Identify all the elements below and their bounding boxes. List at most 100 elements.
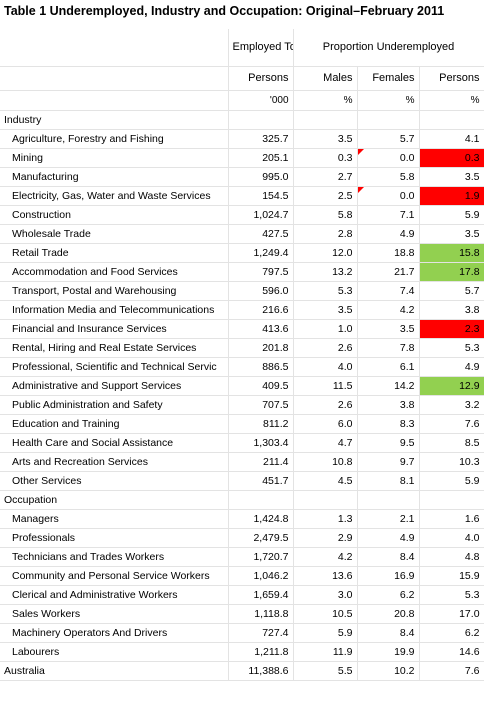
row-label: Education and Training [0,414,229,434]
table-row: Labourers 1,211.8 11.9 19.9 14.6 [0,642,484,662]
persons-cell: 17.0 [419,604,484,624]
females-cell: 20.8 [357,604,420,624]
header-blank [0,29,229,67]
employed-cell: 1,424.8 [228,509,294,529]
males-cell: 13.6 [293,566,358,586]
females-cell: 9.5 [357,433,420,453]
persons-cell: 15.9 [419,566,484,586]
row-label: Sales Workers [0,604,229,624]
empty-cell [228,490,294,510]
table-row: Transport, Postal and Warehousing 596.0 5.… [0,281,484,301]
row-label: Australia [0,661,229,681]
males-cell: 13.2 [293,262,358,282]
males-cell: 4.0 [293,357,358,377]
header-persons-proportion: Persons [419,66,484,91]
males-cell: 3.5 [293,300,358,320]
row-label: Health Care and Social Assistance [0,433,229,453]
females-cell: 14.2 [357,376,420,396]
persons-cell: 3.5 [419,167,484,187]
employed-cell: 154.5 [228,186,294,206]
header-row-3: '000 % % % [0,90,484,111]
unit-percent-males: % [293,90,358,111]
persons-cell: 5.3 [419,585,484,605]
table-row: Technicians and Trades Workers 1,720.7 4.2… [0,547,484,567]
row-label: Arts and Recreation Services [0,452,229,472]
table-row: Administrative and Support Services 409.5… [0,376,484,396]
males-cell: 3.0 [293,585,358,605]
employed-cell: 1,659.4 [228,585,294,605]
employed-cell: 797.5 [228,262,294,282]
persons-cell: 2.3 [419,319,484,339]
persons-cell: 5.3 [419,338,484,358]
males-cell: 0.3 [293,148,358,168]
employed-cell: 886.5 [228,357,294,377]
persons-cell: 5.7 [419,281,484,301]
females-cell: 5.7 [357,129,420,149]
persons-cell: 17.8 [419,262,484,282]
males-cell: 11.9 [293,642,358,662]
section-row: Industry [0,110,484,130]
table-row: Construction 1,024.7 5.8 7.1 5.9 [0,205,484,225]
employed-cell: 596.0 [228,281,294,301]
unit-percent-persons: % [419,90,484,111]
row-label: Labourers [0,642,229,662]
employed-cell: 11,388.6 [228,661,294,681]
empty-cell [293,110,358,130]
table-row: Australia 11,388.6 5.5 10.2 7.6 [0,661,484,681]
row-label: Wholesale Trade [0,224,229,244]
table-row: Wholesale Trade 427.5 2.8 4.9 3.5 [0,224,484,244]
table-row: Other Services 451.7 4.5 8.1 5.9 [0,471,484,491]
females-cell: 8.4 [357,623,420,643]
table-row: Retail Trade 1,249.4 12.0 18.8 15.8 [0,243,484,263]
females-cell: 16.9 [357,566,420,586]
header-blank-3 [0,90,229,111]
row-label: Other Services [0,471,229,491]
table-row: Accommodation and Food Services 797.5 13.2… [0,262,484,282]
table-title: Table 1 Underemployed, Industry and Occu… [4,4,445,18]
females-cell: 10.2 [357,661,420,681]
header-persons-employed: Persons [228,66,294,91]
males-cell: 6.0 [293,414,358,434]
males-cell: 4.2 [293,547,358,567]
header-blank-2 [0,66,229,91]
row-label: Public Administration and Safety [0,395,229,415]
employed-cell: 995.0 [228,167,294,187]
persons-cell: 8.5 [419,433,484,453]
table-row: Clerical and Administrative Workers 1,659… [0,585,484,605]
persons-cell: 7.6 [419,661,484,681]
females-cell: 2.1 [357,509,420,529]
males-cell: 5.5 [293,661,358,681]
employed-cell: 707.5 [228,395,294,415]
employed-cell: 1,720.7 [228,547,294,567]
section-row: Occupation [0,490,484,510]
header-row-2: Persons Males Females Persons [0,66,484,91]
males-cell: 2.8 [293,224,358,244]
females-cell: 19.9 [357,642,420,662]
males-cell: 5.3 [293,281,358,301]
employed-cell: 1,024.7 [228,205,294,225]
table-row: Arts and Recreation Services 211.4 10.8 9.7… [0,452,484,472]
row-label: Professionals [0,528,229,548]
males-cell: 12.0 [293,243,358,263]
persons-cell: 4.1 [419,129,484,149]
header-employed-total: Employed Total [228,29,294,67]
table-row: Education and Training 811.2 6.0 8.3 7.6 [0,414,484,434]
employed-cell: 1,211.8 [228,642,294,662]
employed-cell: 1,046.2 [228,566,294,586]
table-row: Managers 1,424.8 1.3 2.1 1.6 [0,509,484,529]
persons-cell: 4.0 [419,528,484,548]
males-cell: 2.7 [293,167,358,187]
header-males: Males [293,66,358,91]
males-cell: 5.8 [293,205,358,225]
persons-cell: 6.2 [419,623,484,643]
males-cell: 1.0 [293,319,358,339]
row-label: Electricity, Gas, Water and Waste Servic… [0,186,229,206]
empty-cell [357,490,420,510]
empty-cell [419,110,484,130]
persons-cell: 7.6 [419,414,484,434]
section-label: Industry [0,110,229,130]
employed-cell: 409.5 [228,376,294,396]
females-cell: 6.2 [357,585,420,605]
employed-cell: 325.7 [228,129,294,149]
